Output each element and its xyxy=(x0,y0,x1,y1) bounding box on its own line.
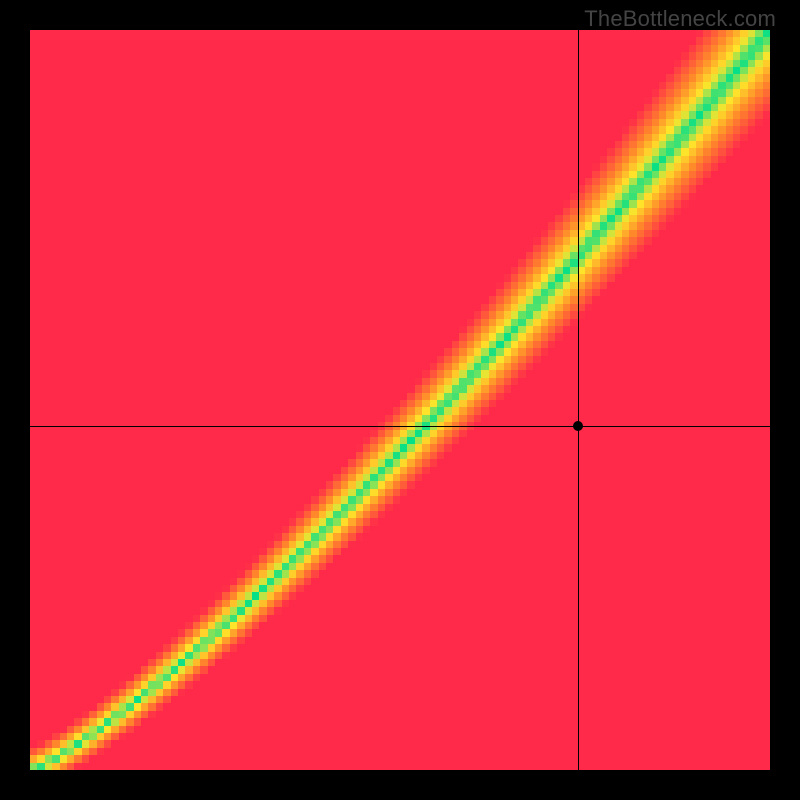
crosshair-marker xyxy=(573,421,583,431)
crosshair-vertical xyxy=(578,30,579,770)
crosshair-horizontal xyxy=(30,426,770,427)
bottleneck-heatmap xyxy=(30,30,770,770)
plot-area xyxy=(30,30,770,770)
chart-container: { "watermark": { "text": "TheBottleneck.… xyxy=(0,0,800,800)
watermark-text: TheBottleneck.com xyxy=(584,6,776,32)
